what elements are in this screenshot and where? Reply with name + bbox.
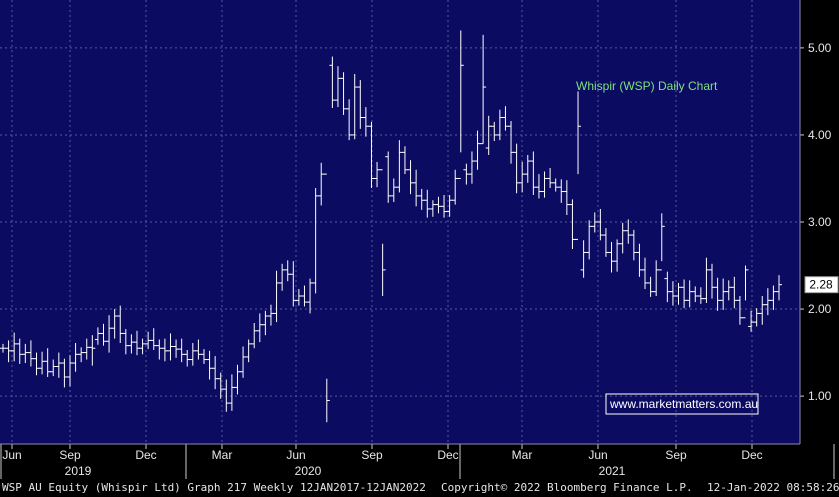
x-month-label: Mar <box>212 448 233 462</box>
watermark-link[interactable]: www.marketmatters.com.au <box>609 397 758 411</box>
x-month-label: Dec <box>741 448 762 462</box>
y-tick-label: 2.00 <box>808 302 832 316</box>
xaxis-background <box>0 444 839 479</box>
y-tick-label: 4.00 <box>808 128 832 142</box>
grid-layer <box>0 0 800 444</box>
x-month-label: Mar <box>512 448 533 462</box>
footer-right: 12-Jan-2022 08:58:26 <box>707 481 839 494</box>
x-month-label: Dec <box>135 448 156 462</box>
axis-labels: 1.00 2.00 3.00 4.00 5.00 Jun Sep Dec Mar Jun Sep De… <box>0 41 839 479</box>
x-year-label: 2020 <box>295 464 322 478</box>
watermark-box <box>605 393 759 415</box>
chart-title: Whispir (WSP) Daily Chart <box>576 79 718 93</box>
price-bars <box>0 30 782 423</box>
footer-center: Copyright© 2022 Bloomberg Finance L.P. <box>441 481 693 494</box>
last-price-tag <box>804 276 839 294</box>
last-price-label: 2.28 <box>809 278 833 292</box>
y-tick-label: 1.00 <box>808 389 832 403</box>
x-year-label: 2019 <box>65 464 92 478</box>
axis-background <box>800 0 839 479</box>
chart-svg: 1.00 2.00 3.00 4.00 5.00 Jun Sep Dec Mar Jun Sep De… <box>0 0 839 479</box>
footer-bar: WSP AU Equity (Whispir Ltd) Graph 217 We… <box>0 479 839 497</box>
x-month-label: Jun <box>286 448 305 462</box>
x-year-label: 2021 <box>599 464 626 478</box>
y-tick-label: 5.00 <box>808 41 832 55</box>
x-month-label: Dec <box>437 448 458 462</box>
x-month-label: Jun <box>588 448 607 462</box>
x-month-label: Sep <box>59 448 81 462</box>
footer-left: WSP AU Equity (Whispir Ltd) Graph 217 We… <box>2 481 426 494</box>
x-month-label: Sep <box>361 448 383 462</box>
x-month-label: Sep <box>665 448 687 462</box>
x-month-label: Jun <box>2 448 21 462</box>
y-tick-label: 3.00 <box>808 215 832 229</box>
